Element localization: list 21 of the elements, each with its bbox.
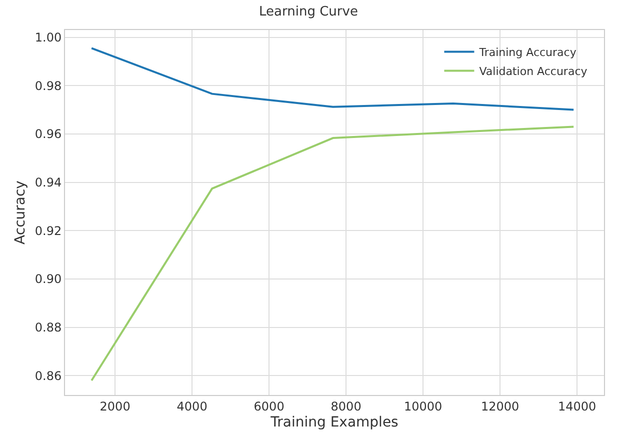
x-tick-label: 6000 [254, 399, 284, 414]
y-axis-title: Accuracy [12, 180, 28, 244]
y-tick-label: 0.96 [34, 127, 62, 142]
x-tick-label: 2000 [100, 399, 130, 414]
y-tick-label: 0.92 [34, 224, 62, 238]
y-tick-label: 0.98 [34, 78, 62, 93]
y-tick-label: 0.94 [34, 175, 62, 190]
y-tick-label: 0.88 [34, 320, 62, 335]
x-tick-label: 8000 [330, 399, 362, 414]
x-tick-label: 4000 [176, 399, 208, 414]
legend-label: Validation Accuracy [479, 65, 588, 78]
line-series [90, 126, 575, 382]
x-axis-title: Training Examples [270, 414, 398, 431]
y-tick-label: 0.90 [34, 272, 62, 286]
x-tick-label: 10000 [404, 399, 442, 414]
y-tick-label: 0.86 [34, 368, 62, 383]
y-tick-label: 1.00 [34, 30, 62, 44]
chart-title: Learning Curve [259, 4, 358, 20]
x-tick-label: 14000 [558, 399, 596, 414]
legend-label: Training Accuracy [478, 46, 577, 60]
x-tick-label: 12000 [480, 399, 520, 414]
